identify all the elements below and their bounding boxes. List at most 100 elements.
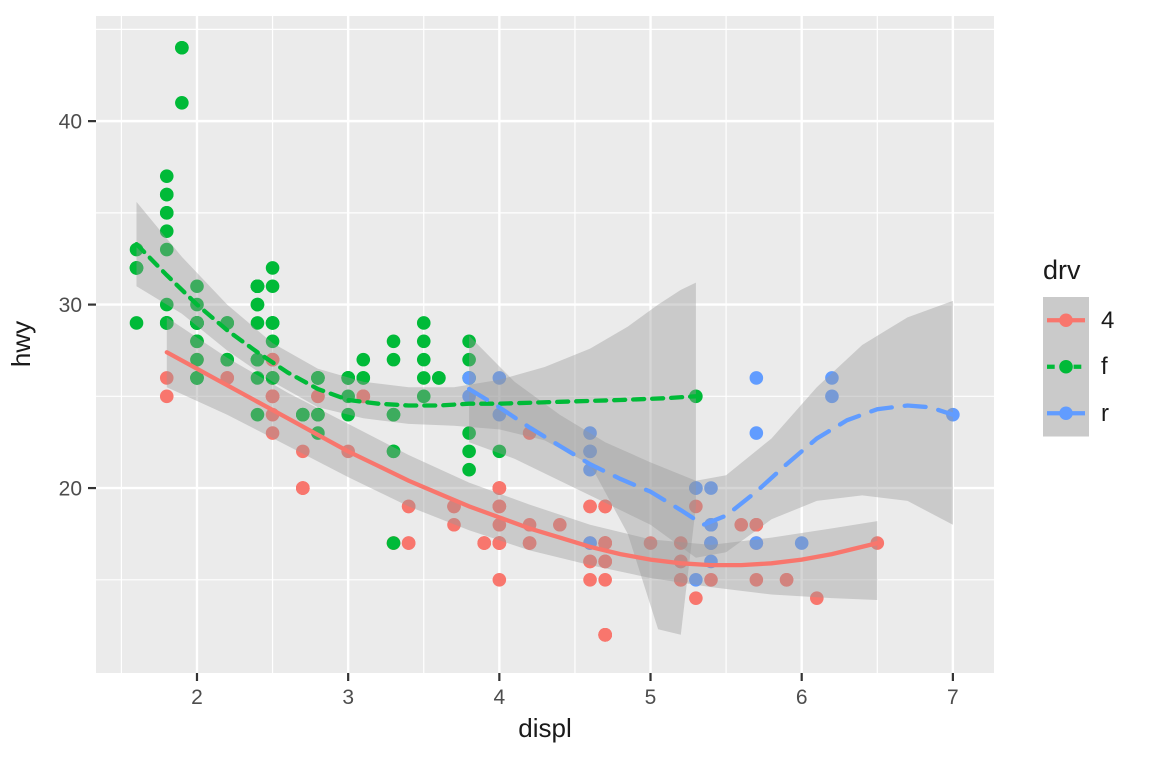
panel-background [96,16,994,673]
data-point-r [583,426,597,440]
data-point-f [386,407,401,422]
data-point-f [265,371,280,385]
data-point-f [416,334,431,349]
data-point-f [416,316,431,330]
data-point-r [689,572,703,587]
data-point-4 [598,554,612,569]
data-point-f [159,187,174,202]
data-point-r [492,371,507,385]
x-tick-label: 4 [494,686,506,709]
data-point-4 [598,572,612,587]
smooth-line-f [134,241,699,408]
data-point-4 [265,389,280,404]
legend-title: drv [1043,255,1081,285]
data-point-r [704,536,718,550]
data-point-4 [447,517,461,532]
data-point-f [432,371,446,385]
data-point-4 [689,499,703,514]
data-point-r [825,371,839,385]
data-point-r [749,426,764,440]
data-point-4 [673,536,688,550]
data-point-f [190,316,204,330]
data-point-f [416,389,431,404]
data-point-f [159,242,174,257]
data-point-r [794,536,809,550]
data-point-f [250,371,265,385]
data-point-f [386,444,401,459]
legend-label-4: 4 [1101,307,1114,334]
data-point-r [583,444,597,459]
data-point-f [159,297,174,312]
confidence-ribbon-r [469,300,953,558]
axes: 2 3 4 5 6 7 20 30 40 [59,111,959,709]
legend-key-point-r [1059,406,1073,421]
data-point-f [159,316,174,330]
data-point-f [386,352,401,367]
confidence-ribbon-4 [166,317,878,600]
legend-label-r: r [1101,400,1109,427]
data-point-4 [492,499,507,514]
x-tick-label: 6 [796,686,808,709]
data-point-f [311,371,325,385]
data-point-f [250,352,265,367]
data-point-4 [704,572,718,587]
legend-keys [1043,297,1089,437]
data-point-4 [159,371,174,385]
data-point-f [462,426,476,440]
data-point-f [356,371,371,385]
data-point-4 [311,389,325,404]
data-point-f [250,279,265,294]
data-point-f [386,334,401,349]
data-point-f [492,444,507,459]
data-point-4 [643,536,658,550]
confidence-ribbon-f [136,201,696,635]
data-point-f [356,352,371,367]
data-point-4 [492,517,507,532]
data-point-f [250,407,265,422]
data-point-f [462,444,476,459]
data-point-f [311,407,325,422]
data-point-f [159,206,174,220]
data-point-4 [598,499,612,514]
data-point-r [689,481,703,495]
smooth-line-4 [164,350,880,568]
data-point-f [265,316,280,330]
data-point-4 [477,536,492,550]
data-point-4 [265,352,280,367]
data-point-4 [749,517,764,532]
data-point-4 [583,554,597,569]
y-tick-label: 40 [59,111,82,134]
y-axis-title: hwy [6,321,36,367]
data-point-f [250,297,265,312]
data-point-f [416,352,431,367]
legend-key-point-4 [1059,313,1073,328]
data-point-4 [401,536,416,550]
data-point-f [462,334,476,349]
data-point-4 [492,481,507,495]
data-point-4 [553,517,567,532]
legend-key-point-f [1059,359,1073,374]
data-point-f [159,224,174,239]
data-point-f [462,462,476,477]
data-point-f [341,371,355,385]
data-point-f [250,316,265,330]
data-point-f [175,40,189,55]
data-point-4 [583,499,597,514]
data-point-4 [749,572,764,587]
data-point-f [296,407,310,422]
data-point-4 [522,536,537,550]
data-point-4 [159,389,174,404]
data-point-4 [583,572,597,587]
plot-panel [96,16,994,673]
data-point-4 [810,591,824,605]
data-point-f [190,371,204,385]
data-point-4 [492,572,507,587]
data-point-4 [689,591,703,605]
x-tick-label: 2 [191,686,203,709]
y-tick-label: 20 [59,478,82,501]
x-tick-label: 5 [645,686,657,709]
smooth-line-r [466,386,956,528]
data-point-f [220,352,235,367]
data-point-r [462,371,476,385]
